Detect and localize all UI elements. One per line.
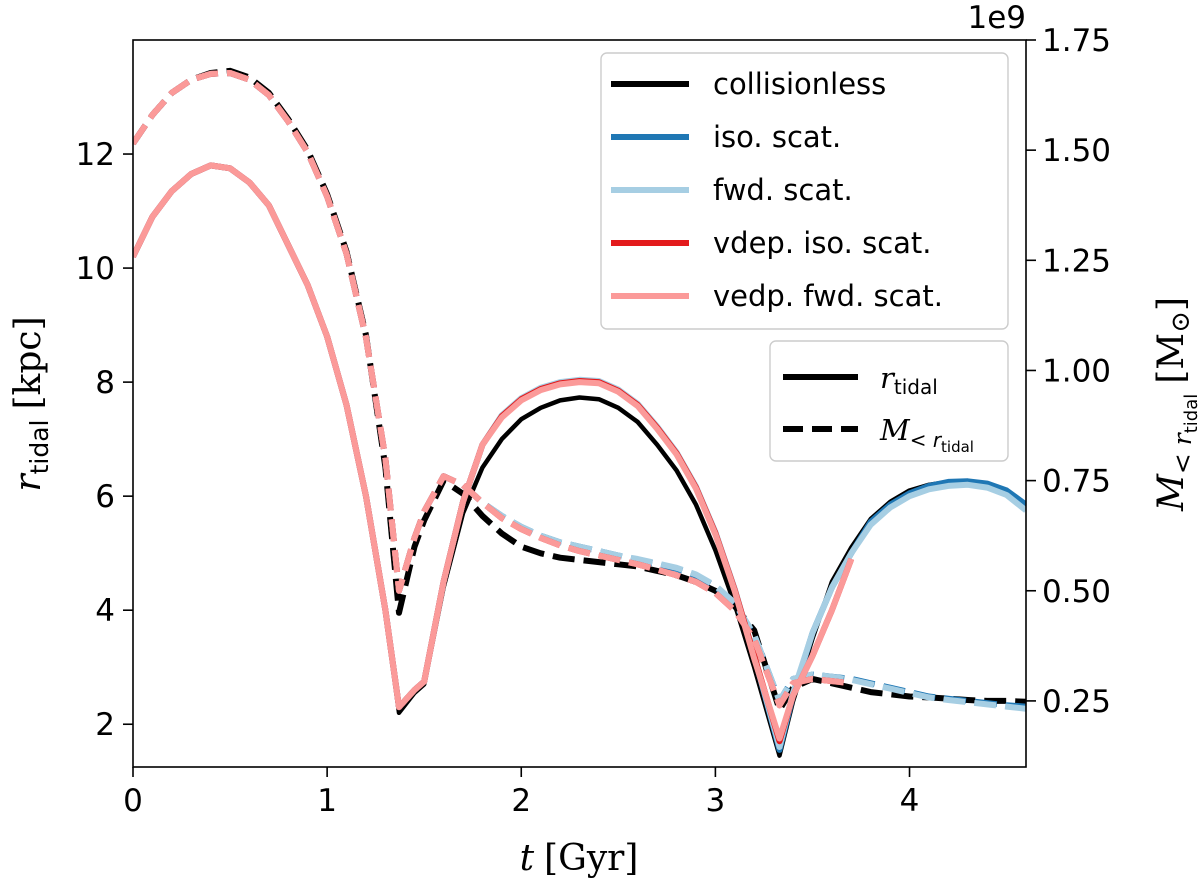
x-axis-label: t [Gyr] xyxy=(520,838,639,879)
y-right-axis-label: M< rtidal [M⊙] xyxy=(1151,297,1200,512)
series-vedp-fwd-scat-r-tidal-line xyxy=(133,162,855,742)
legend-label: fwd. scat. xyxy=(713,173,853,207)
legend-label: iso. scat. xyxy=(713,120,841,154)
y-left-tick-label: 10 xyxy=(76,251,115,287)
legend-label: collisionless xyxy=(713,67,886,101)
y-right-label-unit-open: [M xyxy=(1151,333,1192,384)
legend-models: collisionless iso. scat. fwd. scat. vdep. i… xyxy=(600,52,1009,330)
legend-label-m-tidal: M< rtidal xyxy=(879,413,974,456)
ticks-layer: 0 1 2 3 4246810120.250.500.751.001.251.501.7… xyxy=(76,23,1111,819)
x-axis-label-var: t xyxy=(520,838,535,879)
x-tick-label: 3 xyxy=(706,783,726,819)
y-right-tick-label: 0.75 xyxy=(1042,464,1111,500)
legend-m-sub2: tidal xyxy=(941,438,974,456)
legend-label: vedp. fwd. scat. xyxy=(713,279,943,313)
y-right-tick-label: 1.50 xyxy=(1042,133,1111,169)
y-left-tick-label: 6 xyxy=(95,479,115,515)
y-right-label-var: M xyxy=(1151,473,1192,512)
y-right-label-unit-close: ] xyxy=(1151,297,1192,311)
legend-r-var: r xyxy=(880,361,896,395)
y-right-label-unit-sym: ⊙ xyxy=(1166,311,1196,333)
y-left-label-var: r xyxy=(8,473,49,492)
y-right-label-sub1: < r xyxy=(1168,431,1197,474)
y-left-tick-label: 12 xyxy=(76,137,115,173)
legend-label-r-tidal: rtidal xyxy=(880,361,938,399)
legend-models-items: collisionless iso. scat. fwd. scat. vdep. i… xyxy=(611,67,943,313)
y-left-label-sub: tidal xyxy=(25,420,54,475)
y-left-tick-label: 8 xyxy=(95,365,115,401)
y-right-tick-label: 1.75 xyxy=(1042,23,1111,59)
series-vedp-fwd-scat-m-r-tidal-line xyxy=(133,70,852,709)
legend-label: vdep. iso. scat. xyxy=(713,226,932,260)
y-right-tick-label: 0.50 xyxy=(1042,574,1111,610)
x-tick-label: 4 xyxy=(900,783,920,819)
y-left-tick-label: 2 xyxy=(95,707,115,743)
y-right-tick-label: 0.25 xyxy=(1042,684,1111,720)
right-offset-text: 1e9 xyxy=(967,0,1026,36)
plot-frame xyxy=(132,39,1027,768)
series-layer xyxy=(133,67,1026,758)
legend-styles: rtidal M< rtidal xyxy=(769,340,1009,462)
y-right-tick-label: 1.25 xyxy=(1042,243,1111,279)
y-left-tick-label: 4 xyxy=(95,593,115,629)
legend-r-sub: tidal xyxy=(894,375,938,399)
x-tick-label: 1 xyxy=(317,783,337,819)
x-tick-label: 2 xyxy=(511,783,531,819)
y-left-axis-label: rtidal [kpc] xyxy=(8,316,54,491)
y-right-tick-label: 1.00 xyxy=(1042,353,1111,389)
x-tick-label: 0 xyxy=(123,783,143,819)
y-left-label-unit: [kpc] xyxy=(8,316,49,409)
legend-m-var: M xyxy=(879,413,911,447)
y-right-label-sub2: tidal xyxy=(1181,394,1200,434)
legend-m-sub1: < r xyxy=(910,428,943,452)
x-axis-label-unit: [Gyr] xyxy=(544,838,638,879)
legend-models-box xyxy=(600,52,1009,330)
